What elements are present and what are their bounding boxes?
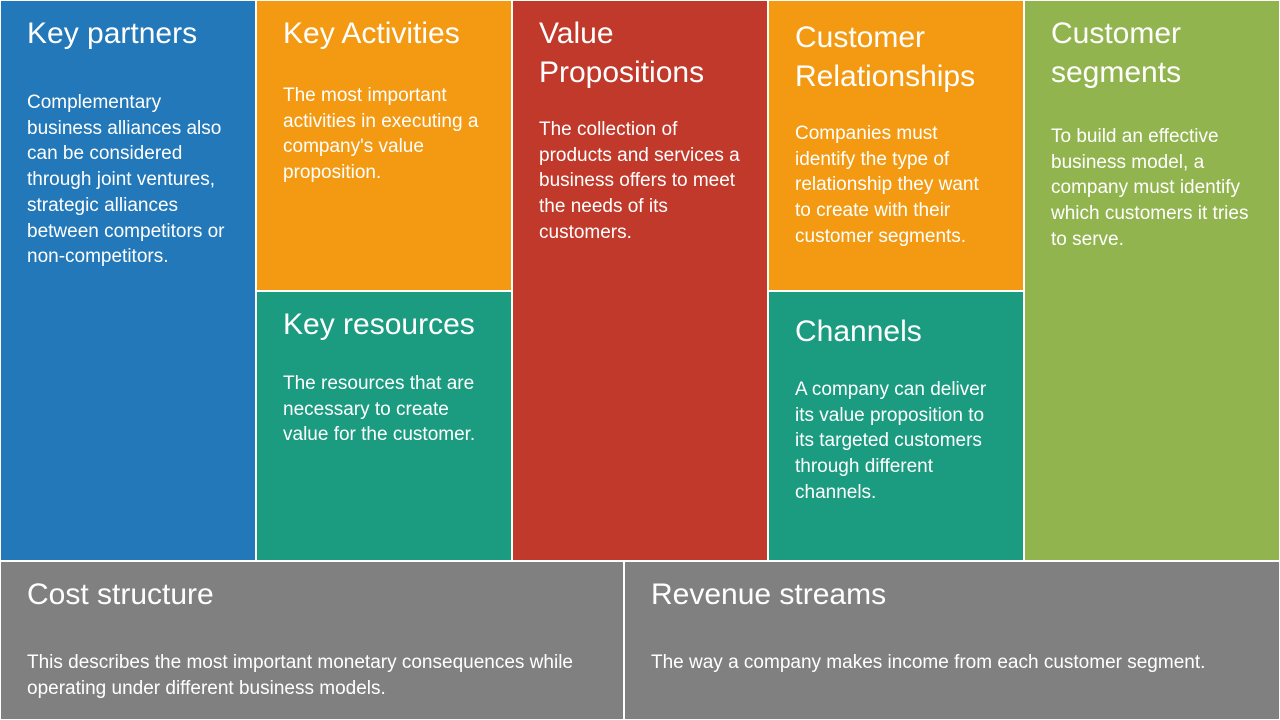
customer-relationships-title: Customer Relationships [795,21,976,93]
key-resources-text: The resources that are necessary to crea… [283,373,476,446]
customer-segments-title: Customer segments [1051,17,1182,89]
key-resources-title: Key resources [283,308,475,341]
revenue-streams-text: The way a company makes income from each… [651,652,1206,673]
customer-segments-block: Customer segments To build an effective … [1024,0,1280,561]
key-activities-block: Key Activities The most important activi… [256,0,512,291]
cost-structure-text: This describes the most important moneta… [27,652,573,699]
key-activities-title: Key Activities [283,17,460,50]
revenue-streams-title: Revenue streams [651,578,887,611]
channels-title: Channels [795,315,922,348]
customer-relationships-block: Customer Relationships Companies must id… [768,0,1024,291]
channels-block: Channels A company can deliver its value… [768,291,1024,561]
value-propositions-title: Value Propositions [539,17,705,89]
customer-segments-text: To build an effective business model, a … [1051,126,1249,250]
key-activities-text: The most important activities in executi… [283,85,479,184]
key-partners-text: Complementary business alliances also ca… [27,92,225,268]
key-partners-title: Key partners [27,17,198,50]
value-propositions-text: The collection of products and services … [539,119,740,243]
key-partners-block: Key partners Complementary business alli… [0,0,256,561]
key-resources-block: Key resources The resources that are nec… [256,291,512,561]
cost-structure-block: Cost structure This describes the most i… [0,561,624,720]
customer-relationships-text: Companies must identify the type of rela… [795,123,979,247]
cost-structure-title: Cost structure [27,578,214,611]
revenue-streams-block: Revenue streams The way a company makes … [624,561,1280,720]
value-propositions-block: Value Propositions The collection of pro… [512,0,768,561]
channels-text: A company can deliver its value proposit… [795,379,987,503]
